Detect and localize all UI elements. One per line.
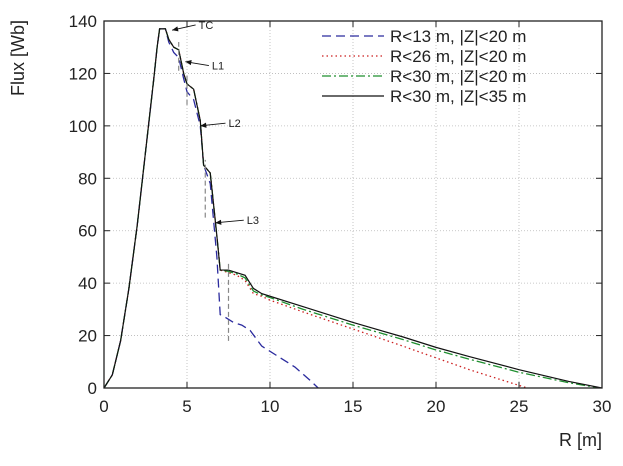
legend-label: R<30 m, |Z|<20 m <box>390 67 526 86</box>
annotation-label: L1 <box>212 61 224 73</box>
annotation-arrowhead <box>185 60 192 66</box>
legend-label: R<13 m, |Z|<20 m <box>390 27 526 46</box>
x-tick-label: 20 <box>427 397 446 416</box>
y-tick-label: 40 <box>78 274 97 293</box>
annotation-label: L2 <box>229 118 241 130</box>
x-tick-label: 30 <box>593 397 612 416</box>
annotation-arrowhead <box>200 122 207 128</box>
x-tick-label: 15 <box>344 397 363 416</box>
y-tick-label: 140 <box>69 12 97 31</box>
error-bars <box>178 41 230 341</box>
annotation-label: L3 <box>247 215 259 227</box>
x-tick-label: 25 <box>510 397 529 416</box>
series-line <box>104 28 319 388</box>
series-lines <box>104 28 602 388</box>
legend-label: R<30 m, |Z|<35 m <box>390 87 526 106</box>
annotations: TC L1 L2 L3 <box>171 20 259 227</box>
annotation-label: TC <box>199 20 214 32</box>
y-axis-label: Flux [Wb] <box>8 20 28 96</box>
grid <box>104 21 602 388</box>
y-tick-label: 20 <box>78 327 97 346</box>
y-tick-label: 60 <box>78 222 97 241</box>
y-tick-label: 100 <box>69 117 97 136</box>
annotation-arrowhead <box>215 219 222 225</box>
y-tick-label: 0 <box>88 379 97 398</box>
x-tick-label: 0 <box>99 397 108 416</box>
x-tick-label: 5 <box>182 397 191 416</box>
y-tick-label: 120 <box>69 64 97 83</box>
legend-label: R<26 m, |Z|<20 m <box>390 47 526 66</box>
annotation-arrowhead <box>172 26 179 32</box>
series-line <box>104 28 602 388</box>
legend: R<13 m, |Z|<20 mR<26 m, |Z|<20 mR<30 m, … <box>322 27 526 106</box>
axis-ticks: 0 5 10 15 20 25 30 0 20 40 60 80 100 120 140 <box>69 12 612 416</box>
x-axis-label: R [m] <box>559 430 602 450</box>
x-tick-label: 10 <box>261 397 280 416</box>
y-tick-label: 80 <box>78 169 97 188</box>
